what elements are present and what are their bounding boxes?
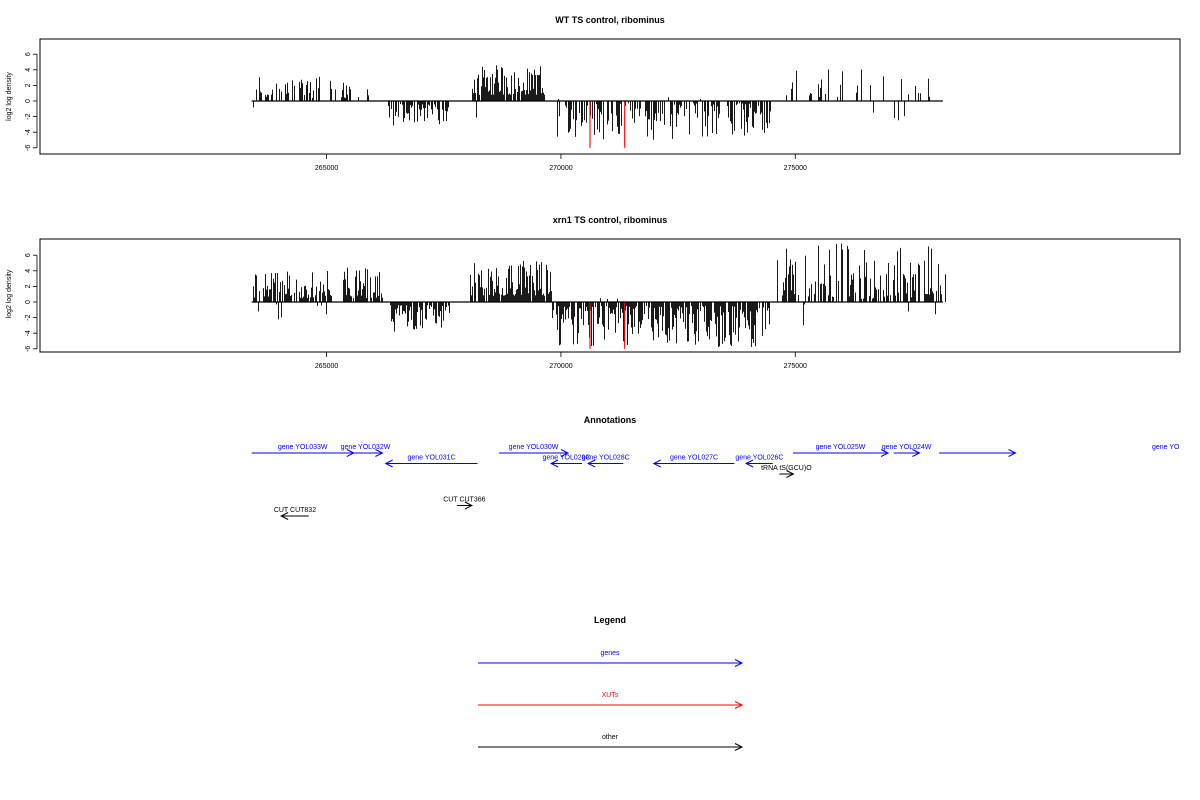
highlight-bars [589,302,626,349]
legend-label: genes [600,650,620,657]
highlight-bars [589,101,626,148]
y-tick-label: -2 [25,314,32,320]
legend-label: XUTs [602,692,619,699]
x-tick-label: 270000 [549,165,572,172]
legend-items: genes XUTs other [478,650,744,751]
feature-label: CUT CUT832 [274,507,316,514]
feature-arrow: gene YOL030W [499,444,570,457]
legend-title: Legend [594,615,626,625]
feature-arrow: gene YOL026C [735,455,783,468]
x-axis-ticks: 265000 270000 275000 [315,153,807,172]
feature-arrow: tRNA tS(GCU)O [761,465,812,478]
feature-label: gene YOL024W [882,444,932,451]
feature-label: gene YOL033W [278,444,328,451]
panel-wt: WT TS control, ribominus log2 log densit… [6,15,1181,172]
panel-xrn1: xrn1 TS control, ribominus log2 log dens… [6,215,1181,370]
annotations-title: Annotations [584,415,637,425]
y-tick-label: -2 [25,113,32,119]
y-tick-label: 0 [25,99,32,103]
feature-arrow: gene YOL028C [582,455,630,468]
x-tick-label: 265000 [315,363,338,370]
panel-title: WT TS control, ribominus [555,15,665,25]
panel-title: xrn1 TS control, ribominus [553,215,668,225]
feature-label: gene YOL032W [341,444,391,451]
feature-label: CUT CUT366 [443,497,485,504]
y-axis-ticks: -6 -4 -2 0 2 4 6 [25,52,38,151]
y-tick-label: 6 [25,253,32,257]
feature-arrow: gene YOL024W [882,444,932,457]
feature-label: gene YOL026C [735,455,783,462]
feature-arrow: gene YO [939,444,1180,457]
y-tick-label: -4 [25,129,32,135]
y-axis-label: log2 log density [6,269,13,318]
feature-label: gene YOL028C [582,455,630,462]
legend-arrow: other [478,734,744,751]
density-bars [253,65,930,140]
y-tick-label: 2 [25,83,32,87]
y-tick-label: 4 [25,269,32,273]
legend-label: other [602,734,619,741]
y-tick-label: 4 [25,68,32,72]
feature-arrow: gene YOL027C [652,455,735,468]
x-axis-ticks: 265000 270000 275000 [315,351,807,370]
y-tick-label: 2 [25,284,32,288]
y-tick-label: 6 [25,52,32,56]
y-axis-ticks: -6 -4 -2 0 2 4 6 [25,253,38,352]
feature-label: tRNA tS(GCU)O [761,465,812,472]
feature-arrow: gene YOL032W [341,444,391,457]
feature-arrow: gene YOL031C [384,455,478,468]
y-tick-label: -4 [25,330,32,336]
feature-label: gene YOL025W [816,444,866,451]
feature-arrow: gene YOL029C [542,455,591,468]
y-tick-label: -6 [25,145,32,151]
legend-arrow: genes [478,650,744,667]
y-axis-label: log2 log density [6,72,13,121]
x-tick-label: 270000 [549,363,572,370]
annotations-panel: Annotations gene YOL033W gene YOL032Wgene… [251,415,1180,520]
density-bars [253,243,946,347]
feature-label: gene YO [1152,444,1180,451]
feature-arrow: CUT CUT366 [443,497,486,510]
y-tick-label: 0 [25,300,32,304]
legend: Legend genes XUTs other [478,615,744,751]
y-tick-label: -6 [25,346,32,352]
feature-arrows: gene YOL033W gene YOL032W gene YOL031C gene… [251,444,1180,520]
feature-label: gene YOL030W [509,444,559,451]
feature-arrow: CUT CUT832 [274,507,316,520]
feature-label: gene YOL029C [542,455,590,462]
legend-arrow: XUTs [478,692,744,709]
x-tick-label: 275000 [784,165,807,172]
x-tick-label: 275000 [784,363,807,370]
feature-label: gene YOL031C [408,455,456,462]
feature-arrow: gene YOL025W [792,444,890,457]
x-tick-label: 265000 [315,165,338,172]
feature-label: gene YOL027C [670,455,718,462]
